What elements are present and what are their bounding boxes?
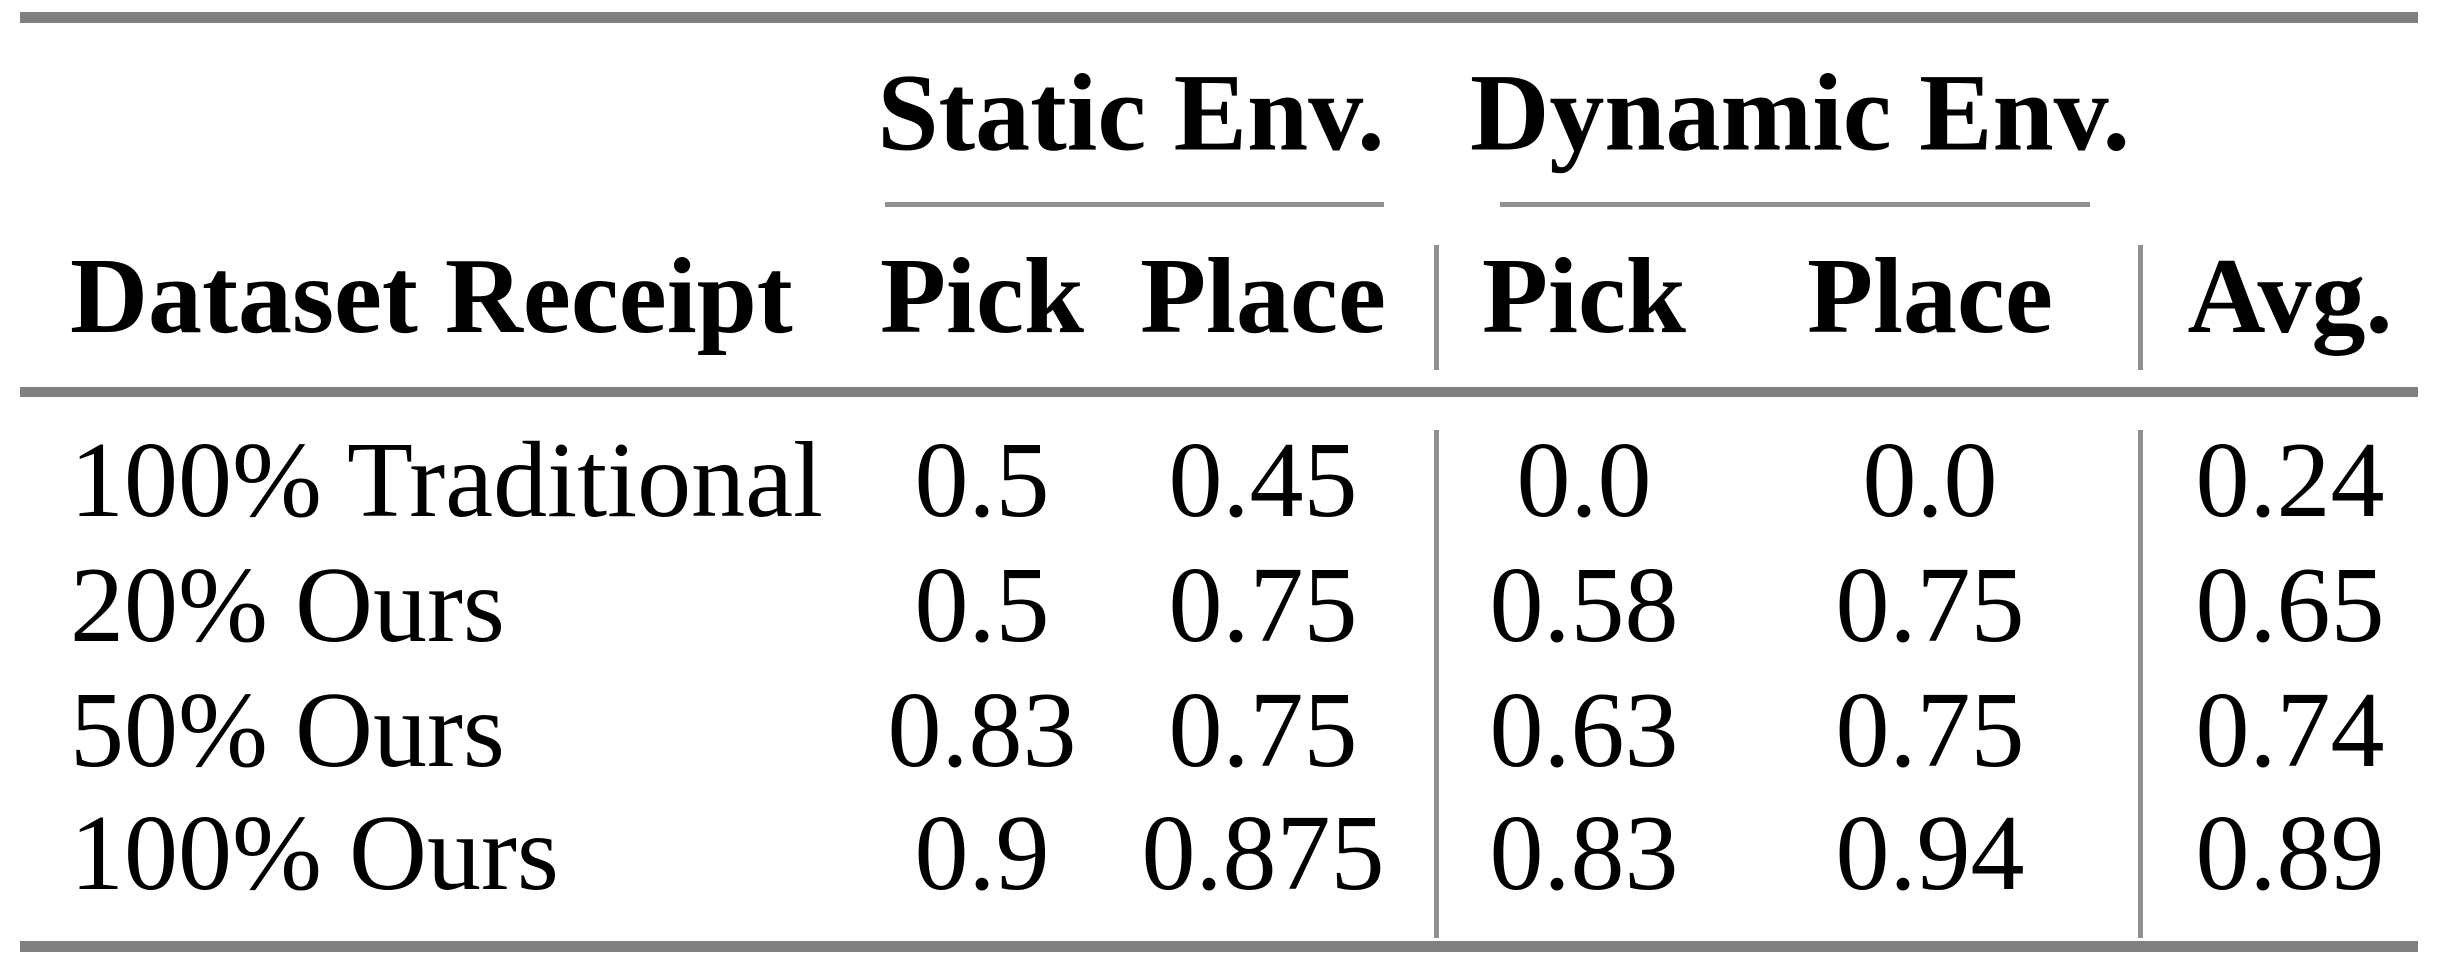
cell-static-pick: 0.5 xyxy=(914,420,1050,540)
cell-static-place: 0.875 xyxy=(1141,793,1385,913)
group-header-dynamic-env: Dynamic Env. xyxy=(1469,51,2131,173)
cell-dynamic-pick: 0.58 xyxy=(1489,545,1679,665)
group-header-static-env: Static Env. xyxy=(877,51,1385,173)
cell-dynamic-place: 0.94 xyxy=(1835,793,2025,913)
column-header-row: Dataset Receipt Pick Place Pick Place Av… xyxy=(0,207,2440,387)
table-row: 100% Ours 0.9 0.875 0.83 0.94 0.89 xyxy=(0,791,2440,916)
header-avg: Avg. xyxy=(2187,237,2393,356)
cell-static-pick: 0.9 xyxy=(914,793,1050,913)
table-bottom-rule xyxy=(20,941,2418,952)
cmidrule-dynamic-env xyxy=(1500,202,2090,207)
table-row: 50% Ours 0.83 0.75 0.63 0.75 0.74 xyxy=(0,668,2440,793)
cell-static-pick: 0.83 xyxy=(887,670,1077,790)
cell-dynamic-place: 0.75 xyxy=(1835,545,2025,665)
cell-static-pick: 0.5 xyxy=(914,545,1050,665)
cell-static-place: 0.45 xyxy=(1168,420,1358,540)
cell-avg: 0.74 xyxy=(2195,670,2385,790)
table-row: 100% Traditional 0.5 0.45 0.0 0.0 0.24 xyxy=(0,418,2440,543)
table-row: 20% Ours 0.5 0.75 0.58 0.75 0.65 xyxy=(0,543,2440,668)
cell-avg: 0.24 xyxy=(2195,420,2385,540)
cell-static-place: 0.75 xyxy=(1168,545,1358,665)
cell-dynamic-pick: 0.83 xyxy=(1489,793,1679,913)
cell-dynamic-place: 0.0 xyxy=(1862,420,1998,540)
header-dataset-receipt: Dataset Receipt xyxy=(70,237,793,356)
cmidrule-static-env xyxy=(885,202,1384,207)
header-dynamic-pick: Pick xyxy=(1482,237,1686,356)
header-static-pick: Pick xyxy=(880,237,1084,356)
row-label: 50% Ours xyxy=(70,670,505,790)
row-label: 100% Ours xyxy=(70,793,559,913)
vertical-separator-dynamic-avg-body xyxy=(2138,430,2143,938)
vertical-separator-static-dynamic-body xyxy=(1434,430,1439,938)
cell-avg: 0.65 xyxy=(2195,545,2385,665)
column-group-header-row: Static Env. Dynamic Env. xyxy=(0,40,2440,185)
header-dynamic-place: Place xyxy=(1807,237,2053,356)
row-label: 100% Traditional xyxy=(70,420,824,540)
cell-dynamic-place: 0.75 xyxy=(1835,670,2025,790)
row-label: 20% Ours xyxy=(70,545,505,665)
cell-avg: 0.89 xyxy=(2195,793,2385,913)
cell-dynamic-pick: 0.63 xyxy=(1489,670,1679,790)
cell-dynamic-pick: 0.0 xyxy=(1516,420,1652,540)
vertical-separator-static-dynamic-header xyxy=(1434,245,1439,370)
table-top-rule xyxy=(20,12,2418,23)
vertical-separator-dynamic-avg-header xyxy=(2138,245,2143,370)
cell-static-place: 0.75 xyxy=(1168,670,1358,790)
header-static-place: Place xyxy=(1140,237,1386,356)
table-mid-rule xyxy=(20,387,2418,397)
